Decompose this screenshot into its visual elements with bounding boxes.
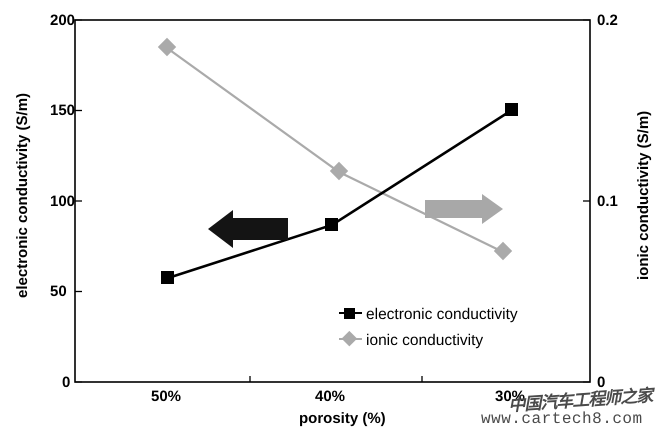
svg-text:electronic conductivity: electronic conductivity [366,306,518,323]
svg-text:ionic conductivity: ionic conductivity [366,332,483,349]
